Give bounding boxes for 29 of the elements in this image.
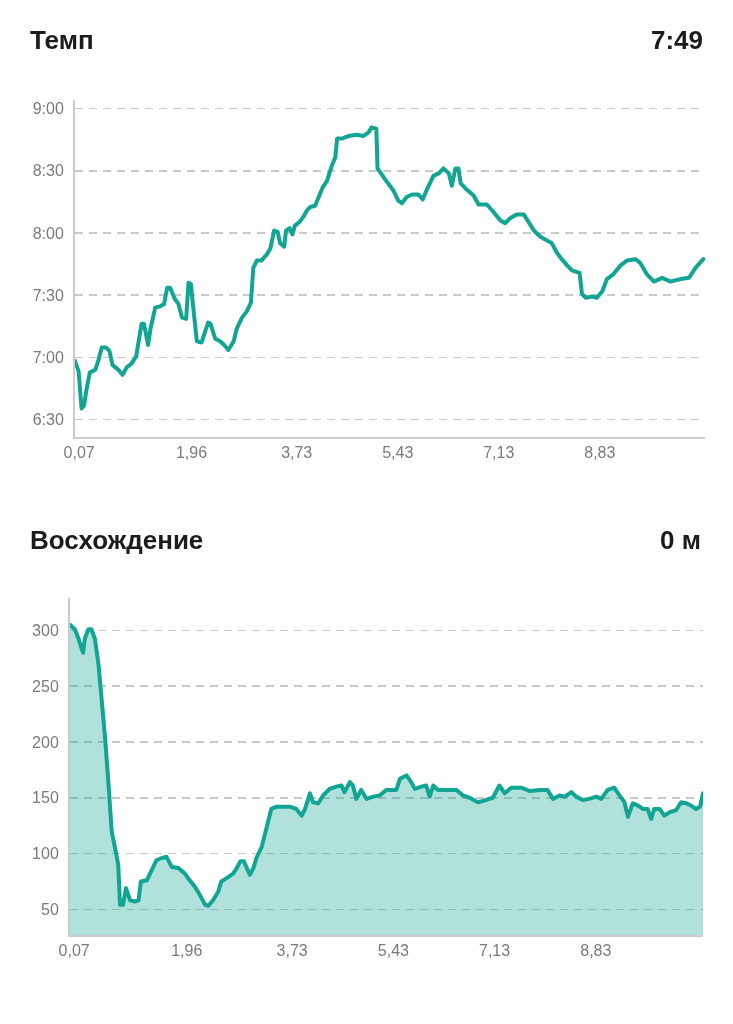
y-tick-label: 300 [32,621,59,639]
line-series [75,125,705,411]
x-tick-label: 5,43 [382,444,414,462]
x-tick-label: 5,43 [377,942,410,960]
x-tick-label: 8,83 [580,942,612,960]
x-tick-label: 8,83 [584,444,616,462]
chart-title: Темп [30,25,94,56]
x-tick-label: 1,96 [175,444,208,462]
y-tick-label: 8:00 [32,224,64,242]
y-tick-label: 50 [41,900,59,918]
text: 7:49 [651,25,704,55]
text: 0 м [660,525,701,555]
x-tick-label: 0,07 [58,942,90,960]
chart-title: Восхождение [30,525,204,556]
x-tick-label: 0,07 [63,444,95,462]
y-tick-label: 9:00 [32,100,64,118]
y-tick-label: 7:30 [32,286,64,304]
x-tick-label: 7,13 [479,942,511,960]
x-tick-label: 1,96 [171,942,203,960]
y-tick-label: 150 [32,789,59,807]
y-tick-label: 6:30 [32,411,64,429]
y-tick-label: 8:30 [32,162,64,180]
y-tick-label: 250 [32,677,59,695]
x-tick-label: 7,13 [483,444,515,462]
y-tick-label: 7:00 [32,349,64,367]
y-tick-label: 200 [32,733,59,751]
x-tick-label: 3,73 [281,444,313,462]
x-tick-label: 3,73 [276,942,308,960]
y-tick-label: 100 [32,845,59,863]
